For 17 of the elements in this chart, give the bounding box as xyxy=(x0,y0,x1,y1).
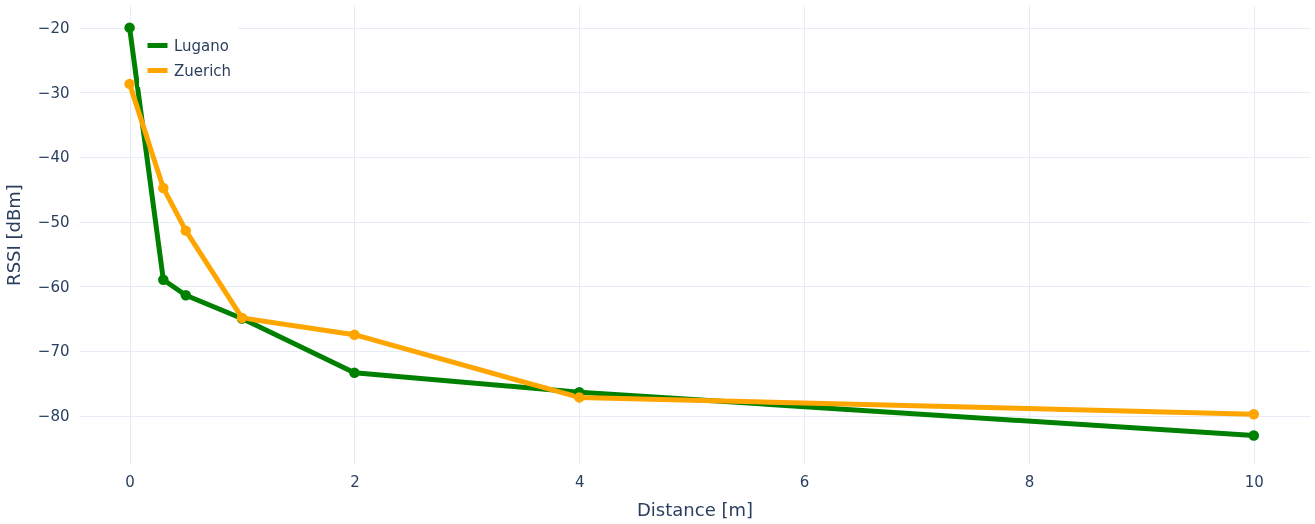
y-tick-label: −70 xyxy=(37,342,70,361)
y-tick-label: −30 xyxy=(37,83,70,102)
legend-label: Lugano xyxy=(174,36,229,55)
x-axis-title: Distance [m] xyxy=(636,498,754,520)
x-tick-label: 10 xyxy=(1244,472,1264,491)
y-tick-label: −60 xyxy=(37,277,70,296)
x-tick-label: 6 xyxy=(799,472,810,491)
y-tick-label: −40 xyxy=(37,148,70,167)
y-tick-label: −80 xyxy=(37,407,70,426)
y-axis-title: RSSI [dBm] xyxy=(2,184,24,286)
y-tick-label: −50 xyxy=(37,213,70,232)
y-tick-label: −20 xyxy=(37,19,70,38)
x-tick-label: 0 xyxy=(125,472,135,491)
x-tick-label: 8 xyxy=(1024,472,1035,491)
x-tick-label: 2 xyxy=(350,472,360,491)
x-tick-label: 4 xyxy=(575,472,585,491)
legend-label: Zuerich xyxy=(174,61,232,80)
